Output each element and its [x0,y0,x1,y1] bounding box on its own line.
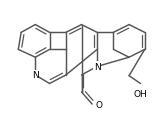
Text: O: O [96,100,103,109]
Text: N: N [94,62,101,71]
Text: OH: OH [133,89,147,98]
Text: N: N [32,71,39,80]
